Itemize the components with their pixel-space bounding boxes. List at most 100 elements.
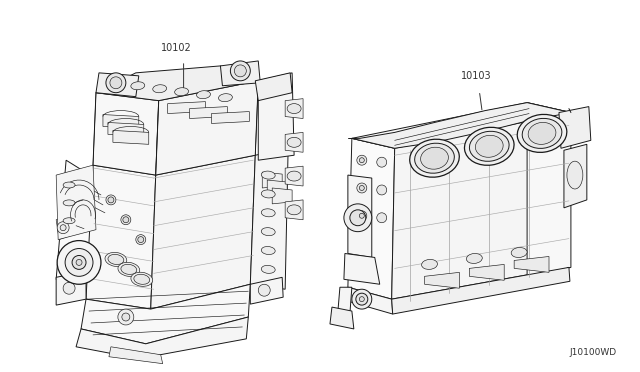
Ellipse shape [175, 88, 189, 96]
Circle shape [57, 241, 101, 284]
Circle shape [121, 215, 131, 225]
Circle shape [106, 73, 126, 93]
Ellipse shape [105, 252, 127, 266]
Circle shape [357, 155, 367, 165]
Circle shape [57, 222, 69, 234]
Ellipse shape [420, 147, 449, 169]
Polygon shape [348, 138, 395, 299]
Polygon shape [392, 267, 570, 314]
Circle shape [359, 213, 364, 218]
Circle shape [350, 210, 366, 226]
Ellipse shape [528, 122, 556, 144]
Polygon shape [93, 93, 159, 175]
Ellipse shape [261, 171, 275, 179]
Circle shape [108, 197, 114, 203]
Ellipse shape [261, 228, 275, 235]
Polygon shape [113, 131, 148, 144]
Ellipse shape [109, 79, 123, 87]
Polygon shape [168, 102, 205, 113]
Ellipse shape [287, 205, 301, 215]
Circle shape [76, 259, 82, 265]
Ellipse shape [415, 143, 454, 173]
Polygon shape [156, 81, 259, 175]
Ellipse shape [410, 139, 460, 177]
Circle shape [106, 195, 116, 205]
Text: J10100WD: J10100WD [570, 348, 617, 357]
Text: 10102: 10102 [161, 43, 191, 53]
Polygon shape [81, 284, 250, 344]
Ellipse shape [522, 118, 562, 148]
Ellipse shape [261, 265, 275, 273]
Polygon shape [56, 215, 73, 240]
Circle shape [344, 204, 372, 232]
Ellipse shape [287, 137, 301, 147]
Circle shape [234, 65, 246, 77]
Polygon shape [103, 115, 139, 128]
Circle shape [230, 61, 250, 81]
Ellipse shape [517, 115, 567, 153]
Circle shape [359, 296, 364, 302]
Ellipse shape [196, 91, 211, 99]
Ellipse shape [287, 104, 301, 113]
Circle shape [259, 284, 270, 296]
Polygon shape [564, 144, 587, 208]
Polygon shape [108, 122, 144, 137]
Circle shape [118, 309, 134, 325]
Polygon shape [250, 277, 283, 304]
Ellipse shape [567, 161, 583, 189]
Polygon shape [344, 253, 380, 284]
Polygon shape [56, 271, 86, 305]
Circle shape [63, 282, 75, 294]
Circle shape [136, 235, 146, 244]
Polygon shape [272, 188, 292, 204]
Polygon shape [527, 103, 571, 277]
Circle shape [377, 185, 387, 195]
Circle shape [359, 186, 364, 190]
Polygon shape [285, 132, 303, 152]
Polygon shape [268, 180, 287, 196]
Ellipse shape [469, 131, 509, 161]
Polygon shape [559, 107, 591, 148]
Circle shape [110, 77, 122, 89]
Ellipse shape [287, 171, 301, 181]
Polygon shape [392, 113, 571, 299]
Polygon shape [348, 287, 393, 314]
Polygon shape [96, 66, 259, 101]
Polygon shape [285, 99, 303, 119]
Circle shape [60, 225, 66, 231]
Circle shape [377, 213, 387, 223]
Polygon shape [348, 175, 372, 257]
Polygon shape [514, 256, 549, 272]
Circle shape [377, 157, 387, 167]
Circle shape [138, 237, 144, 243]
Circle shape [65, 248, 93, 276]
Circle shape [357, 183, 367, 193]
Ellipse shape [218, 94, 232, 102]
Polygon shape [424, 272, 460, 288]
Ellipse shape [134, 274, 150, 284]
Ellipse shape [465, 127, 514, 165]
Ellipse shape [63, 182, 75, 188]
Ellipse shape [153, 85, 166, 93]
Ellipse shape [63, 218, 75, 224]
Polygon shape [96, 73, 139, 97]
Text: 10103: 10103 [461, 71, 492, 81]
Polygon shape [56, 160, 106, 304]
Polygon shape [338, 287, 352, 314]
Polygon shape [76, 317, 248, 359]
Polygon shape [469, 264, 504, 280]
Polygon shape [151, 155, 255, 309]
Polygon shape [211, 112, 250, 124]
Polygon shape [109, 347, 163, 364]
Ellipse shape [261, 190, 275, 198]
Polygon shape [285, 166, 303, 186]
Ellipse shape [261, 209, 275, 217]
Polygon shape [262, 172, 282, 188]
Ellipse shape [261, 247, 275, 254]
Ellipse shape [511, 247, 527, 257]
Polygon shape [220, 61, 260, 86]
Circle shape [72, 256, 86, 269]
Circle shape [352, 289, 372, 309]
Ellipse shape [131, 272, 153, 286]
Ellipse shape [118, 262, 140, 276]
